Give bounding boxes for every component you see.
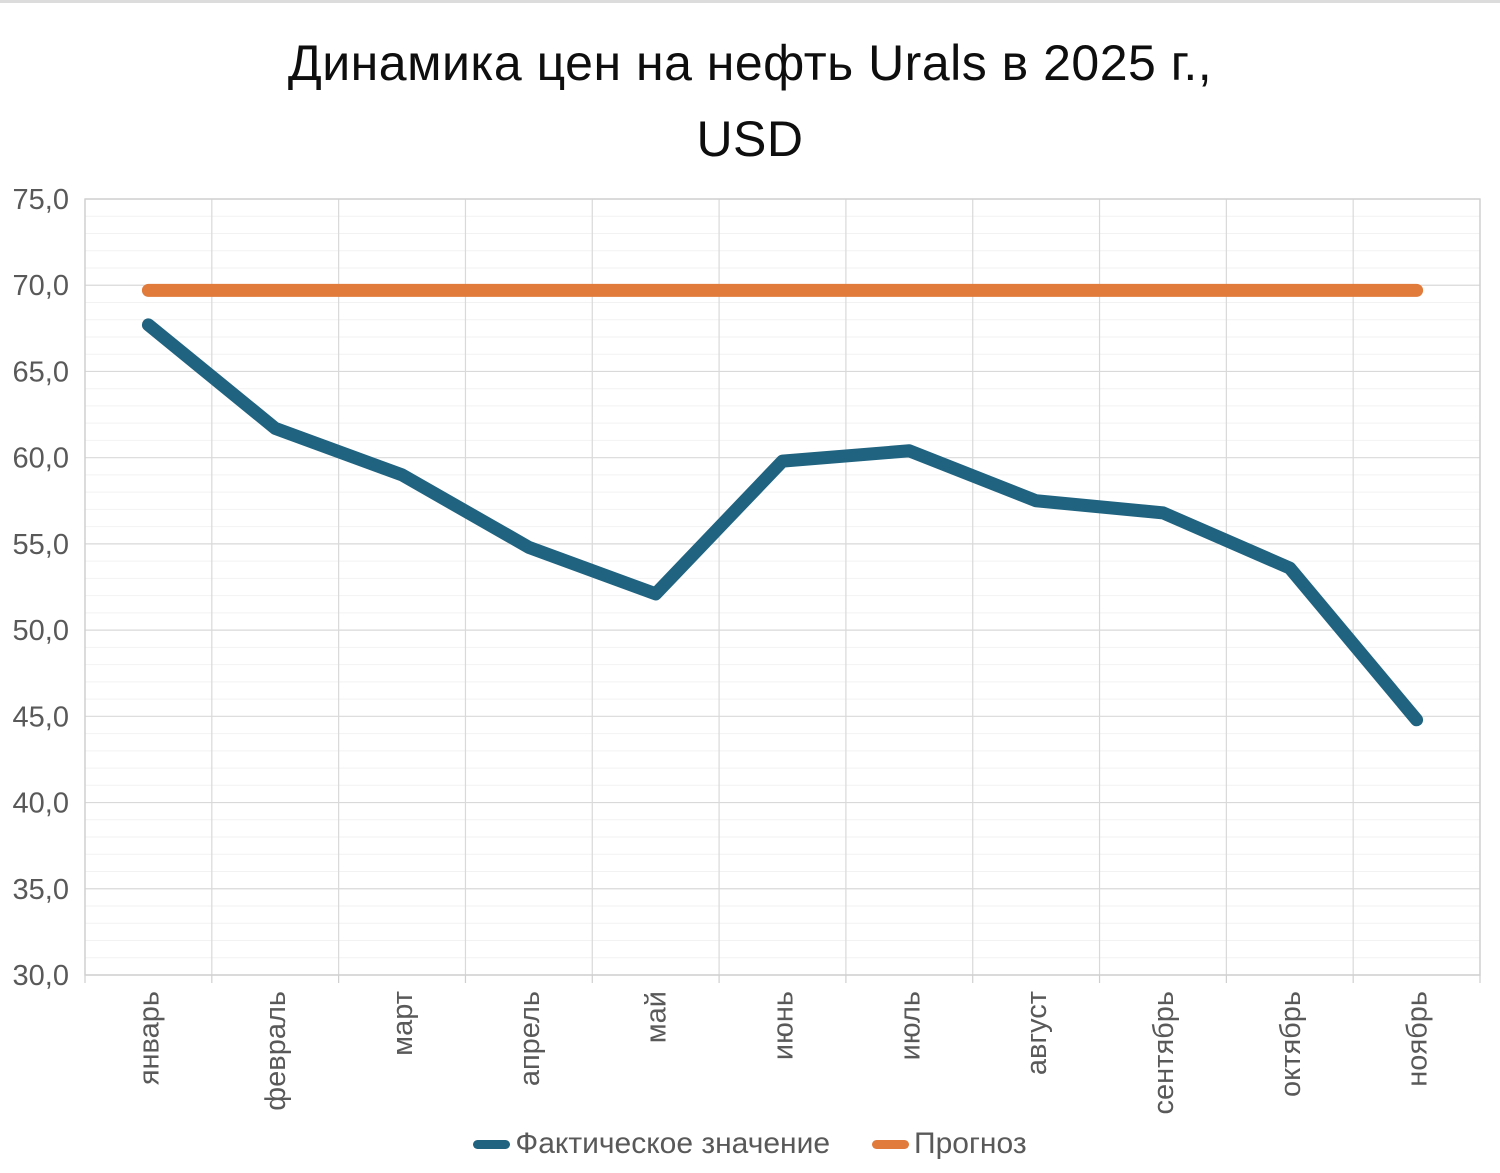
y-tick-label: 40,0 — [13, 788, 69, 820]
y-tick-label: 35,0 — [13, 874, 69, 906]
y-tick-label: 55,0 — [13, 529, 69, 561]
x-tick-label: май — [641, 991, 673, 1043]
line-chart-plot-area: 30,0 35,0 40,0 45,0 50,0 55,0 60,0 65,0 70,0 75,0… — [13, 184, 1481, 1114]
chart-title-line-1: Динамика цен на нефть Urals в 2025 г., — [287, 35, 1213, 91]
y-tick-label: 65,0 — [13, 356, 69, 388]
legend-line-marker-icon — [473, 1139, 511, 1149]
legend-label: Прогноз — [914, 1127, 1027, 1160]
x-tick-label: июль — [894, 991, 926, 1060]
legend-line-marker-icon — [872, 1139, 910, 1149]
x-tick-label: ноябрь — [1402, 991, 1434, 1087]
x-tick-label: июнь — [768, 991, 800, 1060]
chart-title: Динамика цен на нефть Urals в 2025 г., U… — [0, 25, 1500, 177]
chart-legend: Фактическое значение Прогноз — [0, 1121, 1500, 1167]
x-tick-label: сентябрь — [1148, 991, 1180, 1114]
y-tick-label: 45,0 — [13, 701, 69, 733]
x-tick-label: февраль — [260, 991, 292, 1111]
x-tick-label: август — [1021, 991, 1053, 1075]
plot-border — [84, 198, 1481, 976]
x-tick-label: апрель — [514, 991, 546, 1086]
y-tick-label: 75,0 — [13, 184, 69, 216]
x-tick-label: январь — [133, 991, 165, 1085]
x-tick-label: октябрь — [1275, 991, 1307, 1097]
chart-title-line-2: USD — [696, 111, 804, 167]
y-tick-label: 60,0 — [13, 443, 69, 475]
y-tick-label: 30,0 — [13, 960, 69, 992]
legend-item-actual[interactable]: Фактическое значение — [473, 1127, 830, 1161]
series-line-actual — [141, 318, 1424, 727]
y-tick-label: 70,0 — [13, 270, 69, 302]
y-tick-label: 50,0 — [13, 615, 69, 647]
legend-label: Фактическое значение — [515, 1127, 831, 1160]
legend-item-forecast[interactable]: Прогноз — [872, 1127, 1027, 1161]
x-tick-label: март — [387, 991, 419, 1056]
